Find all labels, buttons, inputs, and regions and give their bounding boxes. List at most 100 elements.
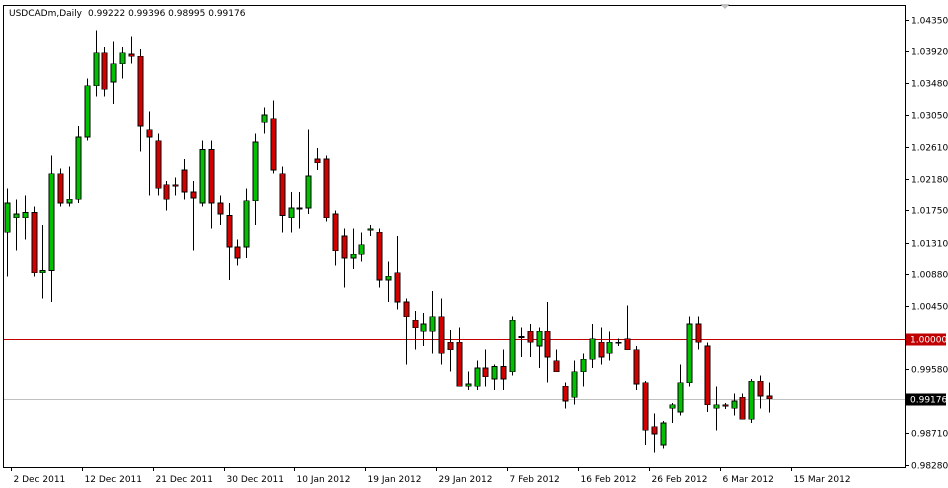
candle xyxy=(110,41,117,104)
date-tick: 15 Mar 2012 xyxy=(791,467,851,485)
candle-body xyxy=(731,400,738,409)
candle xyxy=(13,199,20,251)
candle xyxy=(305,129,312,214)
candle-body xyxy=(314,158,321,164)
price-tick-label: 1.03480 xyxy=(911,80,948,90)
candle xyxy=(544,302,551,383)
date-tick-label: 16 Feb 2012 xyxy=(581,475,637,485)
price-tick-label: 1.01750 xyxy=(911,207,948,217)
candle xyxy=(270,100,277,174)
candle-body xyxy=(385,275,392,281)
candle xyxy=(757,375,764,409)
price-tick-label: 0.98710 xyxy=(911,430,948,440)
candle xyxy=(553,349,560,373)
candle xyxy=(704,342,711,412)
candle-body xyxy=(536,330,543,347)
candle xyxy=(296,192,303,229)
shift-marker-icon[interactable] xyxy=(720,4,730,9)
candle xyxy=(456,327,463,387)
candle-body xyxy=(252,141,259,202)
candle xyxy=(491,364,498,390)
candle xyxy=(695,316,702,350)
candle xyxy=(75,126,82,203)
candle xyxy=(350,228,357,269)
date-tick: 19 Jan 2012 xyxy=(365,467,422,485)
current-price-label: 0.99176 xyxy=(906,393,947,406)
candle-body xyxy=(757,380,764,397)
parity-price-label: 1.00000 xyxy=(906,333,947,346)
candle-body xyxy=(323,158,330,219)
candle-body xyxy=(633,349,640,385)
price-tick-label: 1.00450 xyxy=(911,303,948,313)
parity-price-label-box xyxy=(906,333,946,346)
price-tick-label: 1.02610 xyxy=(911,144,948,154)
candle-body xyxy=(163,184,170,200)
candle xyxy=(252,133,259,225)
symbol-label: USDCADm,Daily xyxy=(9,9,83,19)
candle xyxy=(208,140,215,229)
candle xyxy=(261,107,268,134)
price-tick: 1.01750 xyxy=(905,207,948,217)
price-tick-label: 1.00880 xyxy=(911,271,948,281)
price-tick: 1.00880 xyxy=(905,271,948,281)
candle xyxy=(48,155,55,302)
candle xyxy=(57,168,64,207)
candle-body xyxy=(704,345,711,406)
price-tick: 1.02610 xyxy=(905,144,948,154)
date-tick-label: 29 Jan 2012 xyxy=(439,475,493,485)
date-tick-label: 19 Jan 2012 xyxy=(368,475,422,485)
candle xyxy=(358,232,365,262)
price-tick-label: 1.02180 xyxy=(911,176,948,186)
candle-body xyxy=(217,202,224,215)
candle xyxy=(4,188,11,277)
date-tick: 26 Feb 2012 xyxy=(649,467,708,485)
candle xyxy=(332,210,339,266)
candle-body xyxy=(31,212,38,274)
date-tick-label: 7 Feb 2012 xyxy=(510,475,560,485)
candle xyxy=(323,155,330,222)
candle-body xyxy=(288,207,295,219)
candle xyxy=(199,140,206,207)
candle-body xyxy=(376,231,383,281)
candle xyxy=(84,78,91,141)
candle-body xyxy=(624,338,631,351)
date-tick: 10 Jan 2012 xyxy=(294,467,350,485)
ohlc-values: 0.99222 0.99396 0.98995 0.99176 xyxy=(88,9,246,19)
candle-body xyxy=(226,215,233,248)
candle-body xyxy=(234,246,241,259)
candle xyxy=(172,177,179,196)
candle xyxy=(713,386,720,431)
candle xyxy=(748,379,755,423)
candle xyxy=(217,195,224,225)
candle-body xyxy=(243,200,250,248)
current-price-label-box xyxy=(906,393,946,406)
date-tick: 16 Feb 2012 xyxy=(578,467,637,485)
candle-body xyxy=(84,85,91,138)
candle-body xyxy=(155,140,162,189)
candle xyxy=(376,228,383,288)
candle-body xyxy=(748,380,755,420)
candle-body xyxy=(13,213,20,219)
candle xyxy=(93,30,100,97)
candle-body xyxy=(39,270,46,274)
date-tick-label: 15 Mar 2012 xyxy=(794,475,851,485)
candle-body xyxy=(412,319,419,329)
candle xyxy=(518,327,525,357)
reference-lines xyxy=(3,339,905,400)
candle-body xyxy=(146,129,153,138)
candle-body xyxy=(22,212,29,219)
candle-body xyxy=(172,184,179,187)
price-tick-label: 1.03920 xyxy=(911,48,948,58)
candle-body xyxy=(615,341,622,344)
candle xyxy=(562,382,569,409)
candle xyxy=(447,329,454,372)
price-tick: 1.01310 xyxy=(905,240,948,250)
candle xyxy=(615,338,622,346)
price-tick: 0.99580 xyxy=(905,366,948,376)
candle-body xyxy=(305,175,312,209)
current-price-label-text: 0.99176 xyxy=(910,396,947,406)
candle xyxy=(474,360,481,390)
candle-body xyxy=(137,55,144,127)
